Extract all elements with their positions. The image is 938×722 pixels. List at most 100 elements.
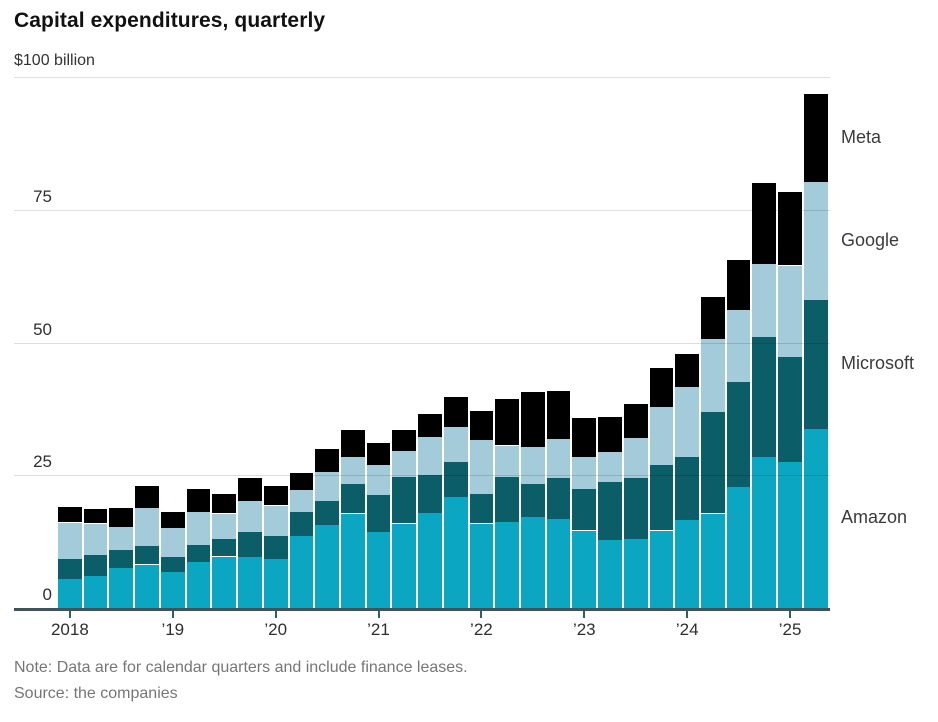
bar-segment-amazon	[443, 497, 468, 608]
bar-segment-meta	[340, 429, 365, 457]
bar-segment-microsoft	[443, 462, 468, 497]
bar-segment-google	[109, 526, 134, 551]
bar-segment-google	[803, 182, 828, 300]
bar-segment-microsoft	[315, 501, 339, 526]
bar-segment-google	[315, 472, 339, 502]
bar-segment-meta	[186, 488, 211, 513]
y-axis-label-0: 0	[42, 585, 52, 604]
bar-segment-google	[340, 456, 365, 484]
x-axis-tick-2	[274, 610, 277, 618]
bar-segment-google	[418, 437, 442, 476]
bar-segment-microsoft	[135, 545, 159, 565]
legend-label-meta: Meta	[841, 126, 882, 147]
bar-segment-microsoft	[58, 559, 82, 579]
bar-segment-meta	[469, 410, 494, 441]
bar-segment-microsoft	[495, 476, 519, 522]
gridline-75	[14, 209, 830, 211]
bar-segment-meta	[418, 413, 442, 438]
x-axis-tick-3	[377, 610, 380, 618]
x-axis-label-5: ’23	[572, 620, 596, 639]
bar-segment-google	[521, 447, 545, 484]
bar-segment-amazon	[289, 535, 314, 608]
bar-segment-google	[726, 310, 751, 382]
y-axis-unit-label: $100 billion	[14, 52, 95, 69]
bar-segment-microsoft	[778, 356, 802, 462]
bar-segment-amazon	[623, 539, 648, 608]
bar-segment-microsoft	[212, 538, 237, 557]
bar-segment-microsoft	[109, 550, 134, 568]
bar-segment-microsoft	[289, 512, 314, 536]
bar-segment-meta	[443, 396, 468, 427]
gridline-100	[14, 77, 830, 78]
bar-segment-microsoft	[701, 412, 725, 514]
bar-segment-amazon	[238, 557, 262, 608]
bar-segment-google	[495, 445, 519, 477]
legend-label-microsoft: Microsoft	[841, 353, 915, 374]
bar-segment-microsoft	[521, 483, 545, 518]
bar-segment-google	[58, 522, 82, 560]
bar-segment-meta	[83, 509, 108, 524]
bar-segment-google	[263, 505, 288, 536]
bar-segment-meta	[598, 416, 622, 452]
bar-segment-microsoft	[392, 476, 417, 524]
x-axis-label-7: ’25	[778, 620, 802, 639]
x-axis-label-6: ’24	[675, 620, 699, 639]
x-axis-label-0: 2018	[50, 620, 89, 639]
bar-segment-amazon	[546, 518, 571, 608]
bar-segment-microsoft	[803, 300, 828, 429]
bar-segment-meta	[726, 260, 751, 311]
bar-segment-meta	[289, 472, 314, 491]
note-text: Note: Data are for calendar quarters and…	[14, 659, 468, 676]
bar-segment-amazon	[752, 456, 777, 608]
bar-segment-google	[443, 426, 468, 462]
bar-segment-meta	[572, 417, 597, 457]
x-axis-tick-0	[68, 610, 71, 618]
bar-segment-amazon	[135, 564, 159, 608]
bar-segment-meta	[701, 296, 725, 339]
bar-segment-meta	[752, 183, 777, 264]
bar-segment-meta	[675, 353, 700, 388]
chart-title: Capital expenditures, quarterly	[14, 9, 326, 32]
bar-segment-amazon	[418, 513, 442, 608]
bar-segment-amazon	[315, 525, 339, 608]
x-axis-tick-1	[171, 610, 174, 618]
legend-label-google: Google	[841, 230, 900, 251]
bar-segment-amazon	[598, 540, 622, 608]
bar-segment-meta	[58, 507, 82, 523]
bar-segment-amazon	[392, 523, 417, 608]
x-axis-label-3: ’21	[367, 620, 390, 639]
bar-segment-microsoft	[598, 482, 622, 541]
bar-segment-microsoft	[649, 465, 674, 531]
bar-segment-meta	[521, 391, 545, 448]
bar-segment-microsoft	[623, 477, 648, 539]
bar-segment-google	[469, 440, 494, 494]
bar-segment-google	[212, 513, 237, 539]
x-axis-tick-6	[686, 610, 689, 618]
bar-segment-meta	[263, 485, 288, 506]
bar-segment-amazon	[58, 578, 82, 608]
bar-segment-google	[778, 265, 802, 357]
bar-segment-microsoft	[752, 336, 777, 457]
bar-segment-microsoft	[726, 381, 751, 487]
bar-segment-google	[289, 490, 314, 513]
bar-segment-microsoft	[340, 483, 365, 514]
bar-segment-microsoft	[418, 475, 442, 513]
bar-segment-google	[546, 439, 571, 479]
x-axis-label-2: ’20	[264, 620, 288, 639]
bar-segment-amazon	[701, 513, 725, 608]
bar-segment-google	[598, 451, 622, 483]
bar-segment-meta	[649, 368, 674, 407]
bar-segment-amazon	[160, 572, 185, 608]
bar-segment-amazon	[83, 576, 108, 608]
y-axis-label-75: 75	[33, 186, 52, 206]
bar-segment-meta	[135, 485, 159, 509]
bar-segment-amazon	[109, 567, 134, 608]
bar-segment-microsoft	[675, 456, 700, 521]
bar-segment-amazon	[572, 530, 597, 608]
bar-segment-google	[160, 528, 185, 558]
bar-segment-meta	[803, 93, 828, 183]
bar-segment-microsoft	[238, 532, 262, 558]
bar-segment-amazon	[186, 561, 211, 608]
bar-segment-microsoft	[546, 478, 571, 519]
bar-segment-meta	[546, 391, 571, 440]
